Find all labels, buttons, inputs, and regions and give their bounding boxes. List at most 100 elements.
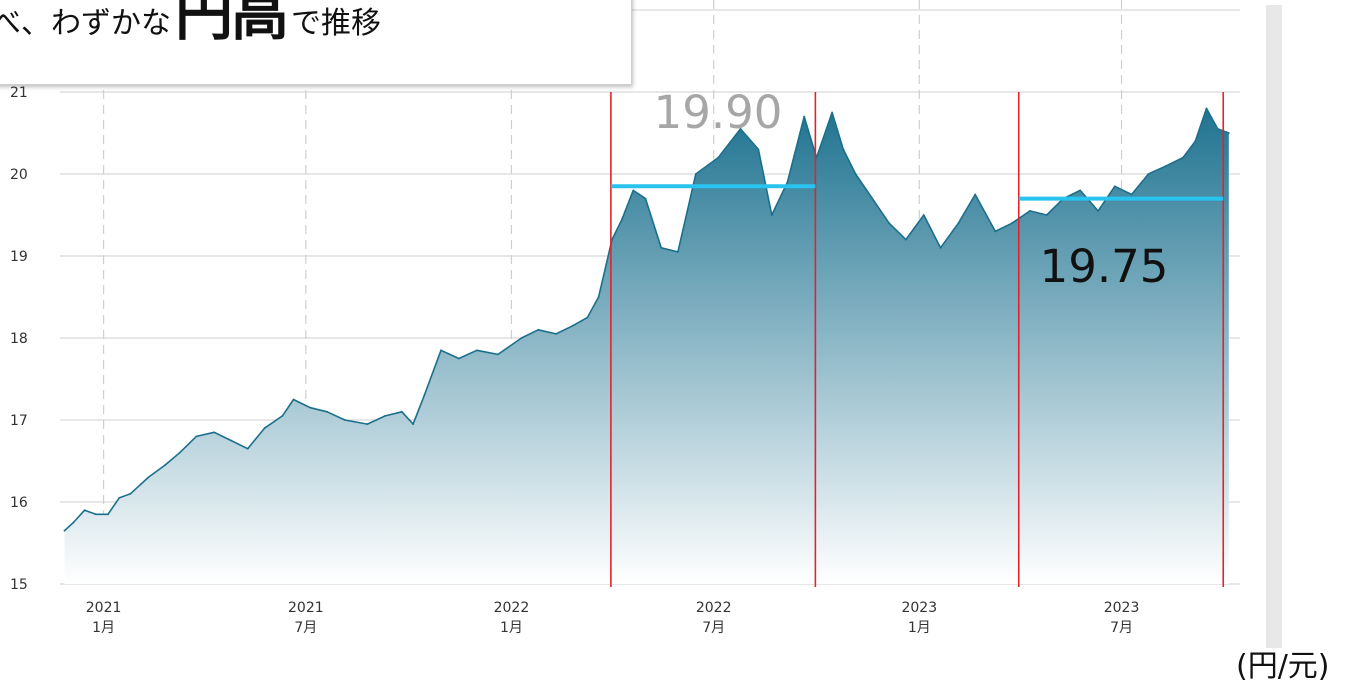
y-tick-label: 20 — [10, 167, 28, 183]
data-point — [1045, 214, 1048, 216]
title-suffix: で推移 — [291, 6, 382, 41]
title-highlight: 円高 — [175, 0, 289, 48]
data-point — [384, 415, 387, 417]
x-tick-month: 1月 — [500, 620, 523, 636]
data-point — [440, 349, 442, 352]
title-prefix: べ、わずかな — [0, 6, 171, 41]
data-point — [571, 324, 574, 327]
data-point — [118, 497, 121, 499]
data-point — [1227, 132, 1230, 134]
data-point — [344, 419, 346, 421]
data-point — [994, 230, 997, 233]
data-point — [1029, 210, 1031, 212]
x-tick-year: 2022 — [494, 600, 530, 616]
data-point — [770, 214, 773, 216]
data-point — [888, 222, 891, 225]
x-tick-month: 7月 — [702, 620, 725, 636]
data-point — [871, 197, 874, 200]
series-area — [64, 108, 1229, 585]
y-tick-label: 17 — [10, 413, 28, 429]
data-point — [475, 349, 478, 352]
data-point — [786, 181, 789, 184]
data-point — [1113, 185, 1116, 188]
average-label: 19.90 — [654, 86, 783, 139]
data-point — [292, 398, 295, 401]
chart-title: べ、わずかな 円高 で推移 — [0, 0, 381, 43]
data-point — [164, 464, 166, 466]
data-point — [974, 193, 977, 196]
data-point — [555, 333, 558, 335]
data-point — [1165, 164, 1168, 167]
y-tick-label: 19 — [10, 249, 28, 265]
data-point — [739, 127, 742, 130]
x-tick-month: 1月 — [92, 620, 115, 636]
data-point — [107, 513, 109, 516]
data-point — [854, 173, 857, 175]
data-point — [423, 394, 426, 397]
data-point — [677, 251, 679, 253]
data-point — [401, 410, 403, 413]
data-point — [621, 218, 623, 221]
area-layer — [63, 107, 1230, 585]
average-label: 19.75 — [1040, 240, 1169, 293]
data-point — [1205, 107, 1208, 110]
data-point — [63, 529, 66, 532]
data-point — [326, 410, 328, 413]
y-tick-label: 18 — [10, 331, 28, 347]
data-point — [586, 316, 589, 319]
data-point — [72, 521, 75, 524]
y-axis: 15 16 17 18 19 20 21 — [10, 85, 28, 593]
x-axis: 2021 1月 2021 7月 2022 1月 2022 7月 2023 1月 2023 7月 — [86, 600, 1140, 636]
data-point — [644, 197, 647, 200]
period-markers — [610, 92, 1225, 587]
data-point — [957, 222, 960, 225]
data-point — [412, 423, 415, 425]
y-tick-label: 15 — [10, 577, 28, 593]
x-tick-year: 2023 — [901, 600, 937, 616]
x-tick-year: 2023 — [1104, 600, 1140, 616]
data-point — [803, 115, 806, 118]
data-point — [694, 173, 697, 175]
data-point — [939, 246, 942, 249]
y-tick-label: 21 — [10, 85, 28, 101]
data-point — [147, 476, 150, 479]
data-point — [922, 214, 925, 216]
data-point — [842, 148, 845, 151]
data-point — [497, 353, 499, 356]
data-point — [230, 439, 232, 442]
data-point — [831, 111, 834, 114]
x-tick-year: 2021 — [86, 600, 122, 616]
data-point — [660, 246, 663, 249]
data-point — [366, 423, 369, 425]
data-point — [1079, 189, 1082, 192]
vertical-scrollbar[interactable] — [1266, 5, 1282, 648]
data-point — [757, 148, 760, 151]
data-point — [246, 447, 249, 450]
data-point — [717, 156, 720, 159]
x-tick-month: 1月 — [908, 620, 931, 636]
y-tick-label: 16 — [10, 495, 28, 511]
data-point — [94, 513, 97, 516]
average-lines: 19.90 19.75 — [610, 86, 1224, 293]
data-point — [520, 337, 523, 339]
x-tick-year: 2022 — [696, 600, 732, 616]
x-tick-month: 7月 — [1110, 620, 1133, 636]
data-point — [904, 238, 907, 241]
data-point — [83, 509, 86, 512]
title-box: べ、わずかな 円高 で推移 — [0, 0, 632, 85]
unit-label: (円/元) — [1236, 649, 1330, 684]
data-point — [129, 492, 132, 495]
data-point — [309, 406, 312, 409]
data-point — [195, 435, 198, 438]
data-point — [263, 427, 266, 430]
data-point — [1182, 156, 1184, 159]
data-point — [1011, 222, 1013, 225]
data-point — [458, 357, 460, 360]
data-point — [1130, 193, 1133, 196]
x-tick-month: 7月 — [294, 620, 317, 636]
data-point — [632, 189, 635, 192]
data-point — [537, 328, 540, 331]
data-point — [597, 296, 600, 298]
data-point — [1216, 127, 1219, 130]
